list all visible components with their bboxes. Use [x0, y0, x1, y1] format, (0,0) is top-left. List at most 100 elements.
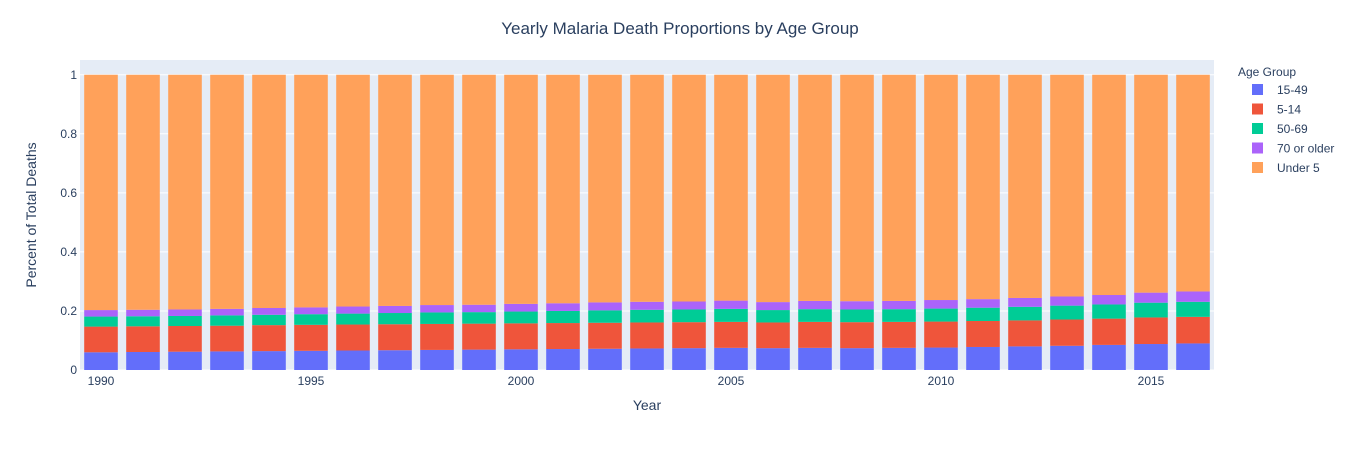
bar-segment[interactable] [336, 74, 370, 307]
bar-segment[interactable] [588, 302, 622, 311]
bar-segment[interactable] [1134, 344, 1168, 370]
bar-segment[interactable] [252, 74, 286, 308]
bar-segment[interactable] [756, 302, 790, 311]
bar-segment[interactable] [210, 351, 244, 370]
bar-segment[interactable] [798, 74, 832, 301]
bar-segment[interactable] [294, 314, 328, 325]
bar-segment[interactable] [126, 74, 160, 310]
bar-segment[interactable] [1092, 344, 1126, 370]
bar-segment[interactable] [504, 74, 538, 304]
bar-segment[interactable] [168, 74, 202, 310]
bar-segment[interactable] [420, 305, 454, 313]
bar-segment[interactable] [420, 74, 454, 306]
bar-segment[interactable] [546, 74, 580, 304]
bar-segment[interactable] [168, 309, 202, 316]
bar-segment[interactable] [1176, 316, 1210, 344]
bar-segment[interactable] [168, 326, 202, 352]
bar-segment[interactable] [126, 326, 160, 352]
bar-segment[interactable] [840, 74, 874, 302]
bar-segment[interactable] [714, 74, 748, 301]
bar-segment[interactable] [924, 308, 958, 322]
bar-segment[interactable] [462, 304, 496, 313]
bar-segment[interactable] [1050, 74, 1084, 297]
bar-segment[interactable] [1092, 304, 1126, 319]
bar-segment[interactable] [420, 323, 454, 350]
legend-swatch[interactable] [1252, 84, 1263, 95]
bar-segment[interactable] [630, 309, 664, 323]
legend-label[interactable]: 70 or older [1277, 142, 1334, 156]
bar-segment[interactable] [630, 348, 664, 370]
bar-segment[interactable] [168, 315, 202, 327]
bar-segment[interactable] [252, 325, 286, 352]
bar-segment[interactable] [126, 316, 160, 327]
bar-segment[interactable] [1008, 297, 1042, 307]
bar-segment[interactable] [462, 312, 496, 324]
legend-swatch[interactable] [1252, 103, 1263, 115]
bar-segment[interactable] [924, 74, 958, 301]
bar-segment[interactable] [882, 321, 916, 348]
bar-segment[interactable] [1050, 296, 1084, 306]
bar-segment[interactable] [168, 351, 202, 370]
bar-segment[interactable] [420, 349, 454, 370]
bar-segment[interactable] [1134, 74, 1168, 293]
bar-segment[interactable] [882, 74, 916, 301]
bar-segment[interactable] [966, 320, 1000, 347]
bar-segment[interactable] [840, 348, 874, 370]
bar-segment[interactable] [378, 305, 412, 314]
bar-segment[interactable] [462, 323, 496, 350]
bar-segment[interactable] [336, 313, 370, 325]
bar-segment[interactable] [1050, 319, 1084, 346]
bar-segment[interactable] [840, 301, 874, 310]
bar-segment[interactable] [294, 350, 328, 370]
bar-segment[interactable] [798, 309, 832, 322]
bar-segment[interactable] [882, 347, 916, 370]
bar-segment[interactable] [1092, 318, 1126, 345]
bar-segment[interactable] [210, 325, 244, 352]
bar-segment[interactable] [546, 303, 580, 311]
bar-segment[interactable] [672, 74, 706, 302]
bar-segment[interactable] [546, 349, 580, 370]
bar-segment[interactable] [840, 322, 874, 349]
bar-segment[interactable] [1050, 345, 1084, 370]
bar-segment[interactable] [714, 321, 748, 348]
bar-segment[interactable] [1050, 305, 1084, 320]
bar-segment[interactable] [714, 300, 748, 309]
bar-segment[interactable] [1176, 291, 1210, 302]
bar-segment[interactable] [84, 310, 118, 317]
bar-segment[interactable] [882, 309, 916, 322]
bar-segment[interactable] [924, 300, 958, 309]
bar-segment[interactable] [714, 347, 748, 370]
bar-segment[interactable] [84, 74, 118, 311]
legend-label[interactable]: 5-14 [1277, 103, 1301, 117]
bar-segment[interactable] [294, 74, 328, 308]
bar-segment[interactable] [882, 300, 916, 310]
bar-segment[interactable] [336, 324, 370, 351]
bar-segment[interactable] [798, 321, 832, 348]
bar-segment[interactable] [1134, 302, 1168, 318]
bar-segment[interactable] [966, 74, 1000, 300]
bar-segment[interactable] [378, 324, 412, 351]
bar-segment[interactable] [210, 308, 244, 316]
bar-segment[interactable] [966, 346, 1000, 370]
legend-label[interactable]: 50-69 [1277, 122, 1308, 136]
bar-segment[interactable] [1176, 343, 1210, 370]
bar-segment[interactable] [504, 323, 538, 350]
bar-segment[interactable] [294, 307, 328, 315]
bar-segment[interactable] [1008, 306, 1042, 321]
bar-segment[interactable] [336, 350, 370, 370]
bar-segment[interactable] [252, 308, 286, 315]
bar-segment[interactable] [546, 310, 580, 324]
bar-segment[interactable] [1134, 292, 1168, 303]
bar-segment[interactable] [1176, 301, 1210, 317]
bar-segment[interactable] [210, 315, 244, 326]
bar-segment[interactable] [84, 316, 118, 327]
bar-segment[interactable] [336, 306, 370, 314]
bar-segment[interactable] [1008, 346, 1042, 370]
bar-segment[interactable] [84, 352, 118, 370]
bar-segment[interactable] [756, 74, 790, 303]
bar-segment[interactable] [462, 349, 496, 370]
bar-segment[interactable] [84, 326, 118, 353]
bar-segment[interactable] [924, 347, 958, 370]
bar-segment[interactable] [714, 308, 748, 322]
bar-segment[interactable] [672, 322, 706, 349]
